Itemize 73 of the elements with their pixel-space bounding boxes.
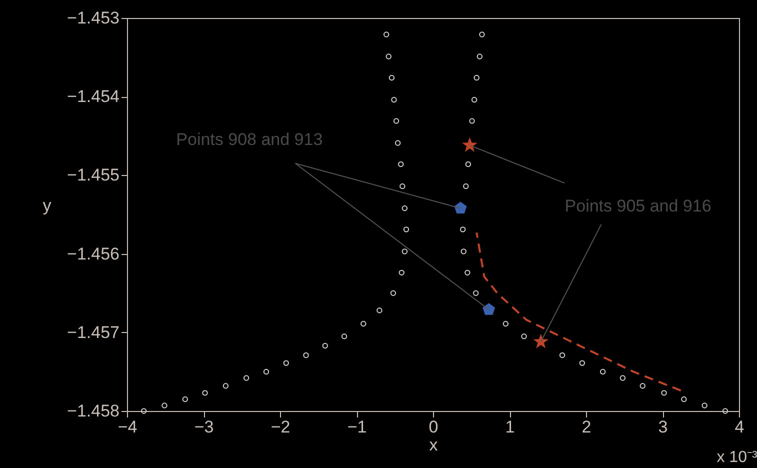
point [464, 270, 470, 276]
point [462, 137, 478, 152]
point [360, 320, 366, 327]
point [400, 183, 406, 190]
point [383, 32, 390, 38]
point [283, 360, 289, 366]
point [322, 342, 328, 349]
point [202, 390, 208, 396]
point [391, 96, 397, 103]
point [263, 368, 270, 375]
point [469, 118, 475, 124]
x-tick-label: −1 [347, 418, 367, 436]
x-tick-label: −3 [194, 418, 214, 436]
point [388, 74, 395, 81]
point [722, 408, 728, 414]
point [390, 290, 396, 296]
point [579, 360, 586, 366]
point [140, 408, 147, 414]
y-tick-label: −1.457 [67, 322, 120, 342]
point [398, 161, 404, 168]
point [463, 183, 469, 190]
point [502, 320, 509, 327]
point [303, 352, 309, 358]
point [376, 308, 382, 314]
x-tick-label: 2 [582, 418, 592, 436]
point [476, 54, 483, 60]
x-tick-label: 4 [734, 418, 744, 436]
point [661, 390, 667, 396]
point [454, 202, 467, 214]
y-tick-label: −1.458 [67, 402, 120, 420]
point [521, 333, 527, 340]
point [393, 118, 400, 124]
text: x 10⁻³ [716, 449, 757, 466]
point [559, 352, 566, 358]
point [341, 333, 348, 340]
x-axis-title: x [429, 436, 438, 454]
point [394, 140, 401, 146]
x-tick-label: 3 [658, 418, 668, 436]
point [243, 375, 250, 381]
annotation: Points 908 and 913 [176, 130, 323, 149]
point [402, 248, 408, 254]
y-tick-label: −1.455 [67, 166, 120, 185]
y-tick-label: −1.456 [67, 244, 120, 264]
y-tick-label: −1.454 [67, 87, 120, 106]
x-tick-label: 1 [505, 418, 515, 436]
point [465, 161, 472, 168]
x-tick-label: 0 [428, 418, 438, 436]
point [471, 96, 478, 103]
point [620, 375, 626, 381]
point [681, 396, 687, 402]
x-tick-label: −4 [118, 418, 138, 436]
point [222, 383, 229, 389]
point [533, 334, 549, 348]
y-tick-label: −1.453 [67, 8, 120, 28]
point [402, 205, 408, 212]
point [403, 226, 410, 232]
point [182, 396, 188, 402]
point [398, 270, 404, 276]
point [482, 303, 496, 315]
point [479, 32, 485, 38]
point [460, 248, 466, 254]
y-axis-title: y [42, 196, 52, 215]
point [640, 383, 646, 389]
point [386, 54, 392, 60]
point [162, 402, 168, 408]
x-tick-label: −2 [270, 418, 290, 436]
line-series [476, 232, 682, 392]
point [600, 368, 606, 375]
point [460, 226, 466, 232]
point [472, 290, 479, 296]
annotation: Points 905 and 916 [564, 196, 712, 216]
point [702, 402, 708, 408]
point [474, 74, 480, 81]
